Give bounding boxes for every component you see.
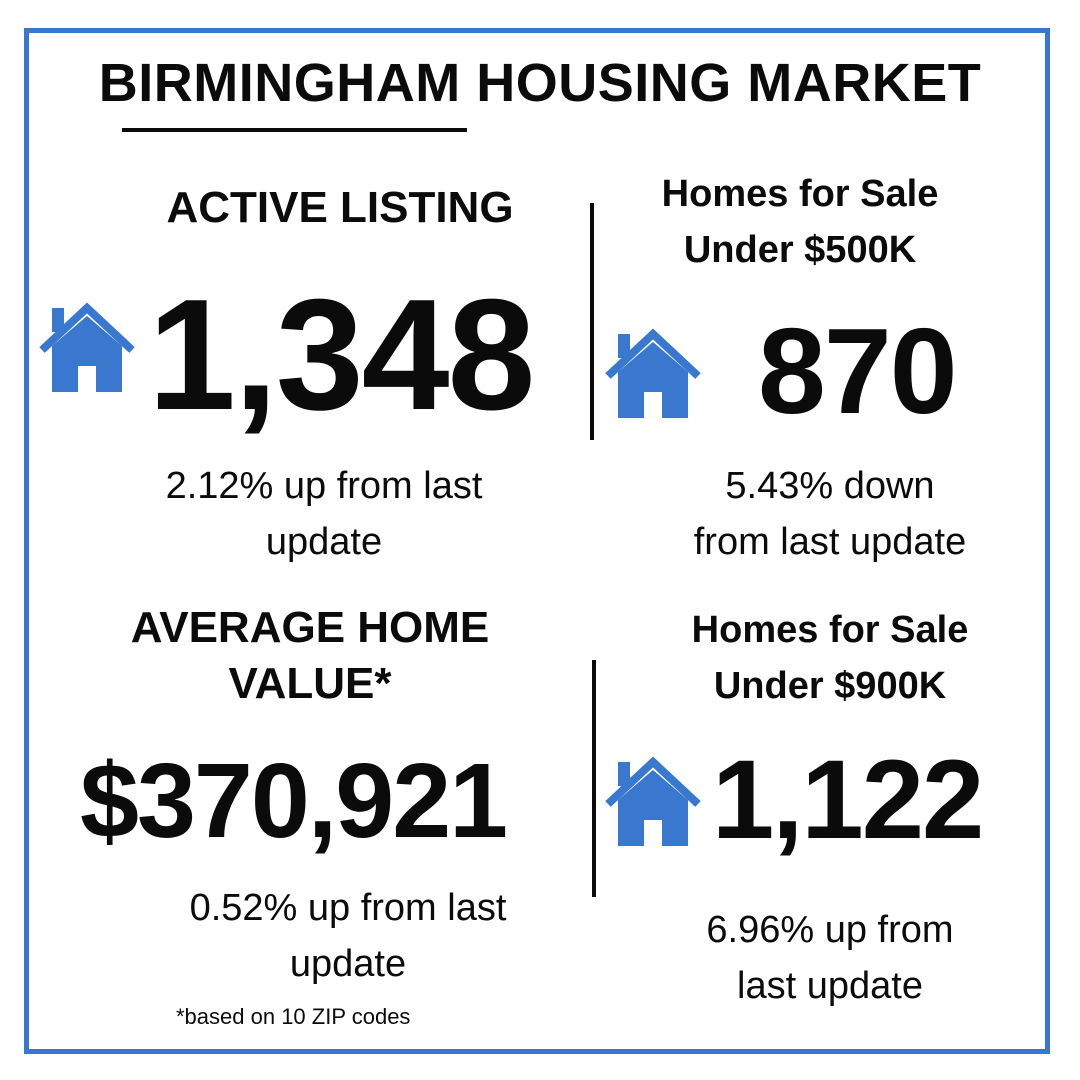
average-home-value-change: 0.52% up from last update bbox=[98, 880, 598, 992]
house-icon bbox=[605, 328, 701, 418]
change-line: last update bbox=[737, 965, 923, 1007]
card-border bbox=[24, 28, 1050, 1054]
average-home-value-heading: AVERAGE HOME VALUE* bbox=[60, 600, 560, 712]
heading-line: Under $900K bbox=[713, 665, 947, 707]
under-500k-change: 5.43% down from last update bbox=[640, 458, 1020, 570]
heading-line: Homes for Sale bbox=[661, 173, 939, 215]
change-line: from last update bbox=[693, 521, 967, 563]
change-line: 0.52% up from last bbox=[189, 887, 507, 929]
heading-line: AVERAGE HOME bbox=[130, 603, 490, 652]
title-underline bbox=[122, 128, 467, 132]
under-900k-heading: Homes for Sale Under $900K bbox=[630, 602, 1030, 714]
average-home-value: $370,921 bbox=[80, 742, 508, 860]
active-listing-value: 1,348 bbox=[148, 267, 535, 443]
divider-bottom bbox=[592, 660, 596, 897]
change-line: 5.43% down bbox=[725, 465, 935, 507]
active-listing-change: 2.12% up from last update bbox=[74, 458, 574, 570]
change-line: update bbox=[265, 521, 383, 563]
house-icon bbox=[39, 302, 135, 392]
footnote: *based on 10 ZIP codes bbox=[176, 1004, 411, 1029]
heading-line: Homes for Sale bbox=[691, 609, 969, 651]
heading-line: ACTIVE LISTING bbox=[166, 183, 514, 232]
heading-line: Under $500K bbox=[683, 229, 917, 271]
divider-top bbox=[590, 203, 594, 440]
under-500k-value: 870 bbox=[758, 303, 958, 439]
heading-line: VALUE* bbox=[228, 659, 392, 708]
active-listing-heading: ACTIVE LISTING bbox=[80, 180, 600, 236]
under-900k-value: 1,122 bbox=[712, 737, 984, 862]
page-title: BIRMINGHAM HOUSING MARKET bbox=[98, 53, 982, 113]
change-line: update bbox=[289, 943, 407, 985]
change-line: 2.12% up from last bbox=[165, 465, 483, 507]
under-500k-heading: Homes for Sale Under $500K bbox=[600, 166, 1000, 278]
change-line: 6.96% up from bbox=[706, 909, 954, 951]
house-icon bbox=[605, 756, 701, 846]
under-900k-change: 6.96% up from last update bbox=[640, 902, 1020, 1014]
